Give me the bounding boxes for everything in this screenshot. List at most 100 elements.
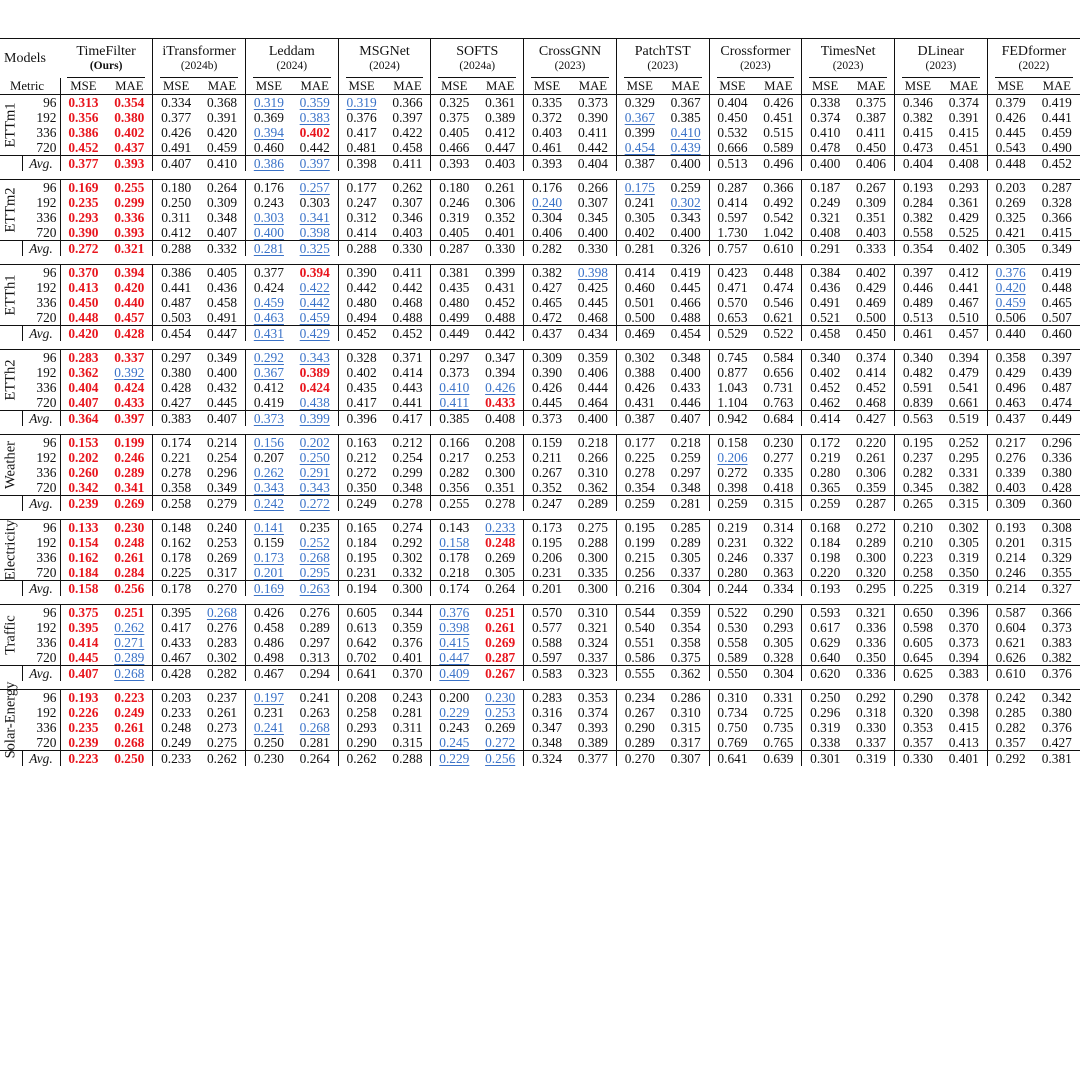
value: 0.450 [856,326,887,341]
value-cell: 0.406 [570,365,616,380]
value-cell: 0.311 [152,210,200,225]
value: 0.465 [1041,295,1072,310]
value: 0.401 [392,650,423,665]
value: 0.334 [763,581,794,596]
table-row: 336 0.450 0.440 0.487 0.458 0.459 0.442 0.480 0.… [0,295,1080,310]
value-cell: 0.261 [477,620,523,635]
value-cell: 0.278 [477,495,524,511]
dataset-label: Weather [2,441,19,489]
value: 0.273 [206,720,238,735]
value: 0.435 [346,380,377,395]
value-cell: 0.201 [244,565,292,581]
value-cell: 0.452 [337,325,385,341]
value-cell: 0.410 [801,125,849,140]
value-cell: 0.321 [848,604,895,620]
value-cell: 0.206 [708,450,756,465]
value-cell: 0.178 [152,580,200,596]
value-cell: 0.877 [708,365,756,380]
value: 0.295 [856,581,887,596]
horizon-cell: 720 [36,395,57,410]
value: 0.339 [995,465,1026,480]
value: 0.403 [856,225,887,240]
value-cell: 0.447 [477,140,523,156]
value-cell: 0.642 [337,635,385,650]
value: 0.352 [485,210,516,225]
value-cell: 0.231 [337,565,385,581]
value: 0.447 [206,326,238,341]
value: 0.429 [995,365,1026,380]
value: 0.409 [439,666,470,681]
value-cell: 0.239 [59,735,107,751]
value: 0.299 [392,465,423,480]
value: 0.348 [206,210,238,225]
value-cell: 0.414 [708,195,756,210]
value-cell: 0.541 [941,380,987,395]
value: 0.745 [717,350,748,365]
metric-mae: MAE [106,78,153,95]
value: 0.415 [1041,225,1072,240]
value-cell: 0.198 [801,550,849,565]
dataset-label: Solar-Energy [2,681,19,759]
value: 0.434 [577,326,608,341]
value: 0.268 [299,550,330,565]
value: 0.283 [206,635,238,650]
value-cell: 0.387 [848,110,894,125]
value-cell: 0.510 [941,310,987,326]
value-cell: 0.337 [755,550,801,565]
value: 0.330 [902,751,933,766]
value-cell: 0.440 [106,295,152,310]
value-cell: 0.153 [59,434,107,450]
value-cell: 0.165 [337,519,385,535]
value: 0.450 [856,140,887,155]
value-cell: 0.306 [848,465,894,480]
value: 0.208 [485,435,516,450]
value-cell: 0.407 [662,410,710,426]
value: 0.281 [392,705,423,720]
value-cell: 0.268 [199,604,246,620]
value: 0.428 [161,380,192,395]
value: 0.252 [299,535,330,550]
value-cell: 0.479 [941,365,987,380]
value-cell: 0.255 [430,495,478,511]
value-cell: 0.287 [708,179,756,195]
value: 0.343 [670,210,701,225]
model-year: (2024) [369,60,400,72]
value-cell: 0.437 [986,410,1034,426]
value: 0.271 [114,635,145,650]
value-cell: 0.357 [893,735,941,751]
value-cell: 0.208 [477,434,524,450]
value-cell: 0.434 [569,325,617,341]
value-cell: 0.272 [708,465,756,480]
header-models-row: Models TimeFilter (Ours) iTransformer (2024b… [0,38,1080,78]
dataset-gap [0,426,1080,435]
value: 0.488 [485,310,516,325]
value-cell: 0.390 [523,365,570,380]
value: 0.289 [114,650,145,665]
value-cell: 0.344 [384,604,431,620]
value-cell: 0.382 [941,480,987,496]
value-cell: 0.310 [663,705,709,720]
value-cell: 0.313 [59,94,107,110]
value: 0.199 [624,535,655,550]
metric-mae: MAE [940,78,988,95]
value: 0.243 [253,195,284,210]
value-cell: 0.281 [292,735,338,751]
value-cell: 0.180 [430,179,478,195]
value-cell: 0.257 [291,179,339,195]
results-table: Models TimeFilter (Ours) iTransformer (2024b… [0,38,1080,766]
value: 0.374 [856,350,887,365]
value: 0.292 [253,350,284,365]
value: 0.218 [577,435,608,450]
value: 0.201 [253,565,284,580]
value: 0.276 [206,620,238,635]
value: 0.515 [763,125,794,140]
value: 0.402 [810,365,841,380]
value-cell: 0.265 [893,495,941,511]
value-cell: 0.249 [801,195,849,210]
value-cell: 0.452 [848,380,894,395]
table-row: ETTh2 96 0.283 0.337 0.297 0.349 0.292 0.343 0.3… [0,349,1080,411]
value: 0.243 [392,690,423,705]
model-year: (Ours) [89,60,123,72]
value: 0.237 [902,450,933,465]
value: 0.214 [995,550,1026,565]
